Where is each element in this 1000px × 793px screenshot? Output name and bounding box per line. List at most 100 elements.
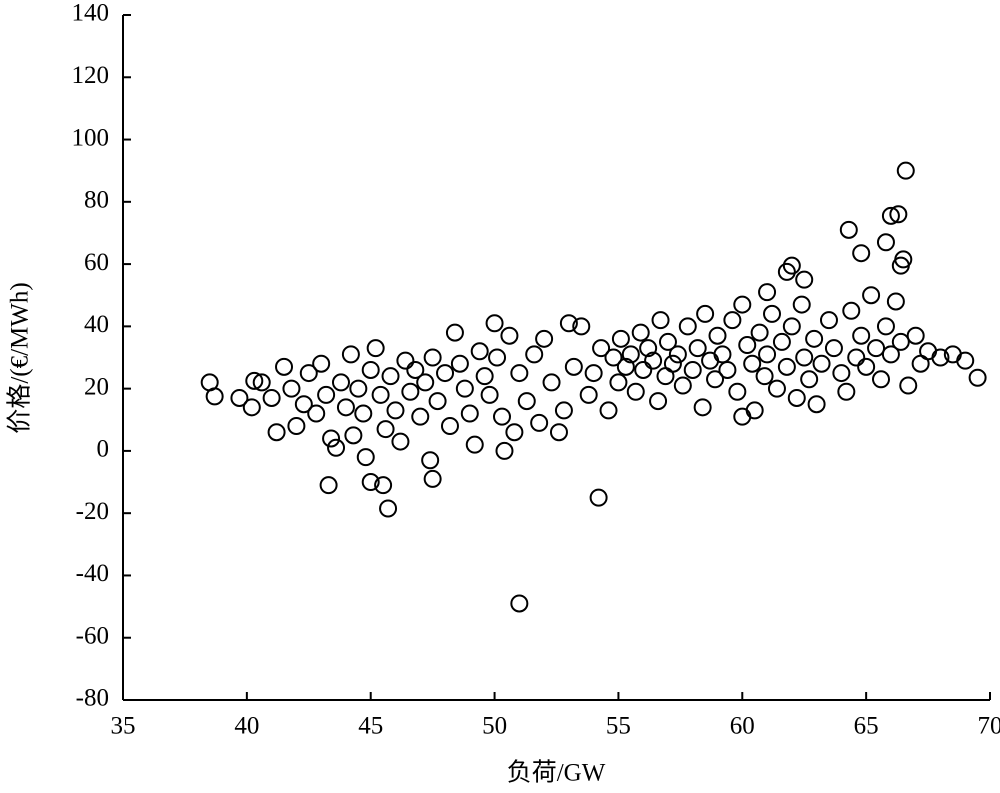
point (658, 332, 677, 351)
point (423, 348, 442, 367)
point (530, 413, 549, 432)
point (205, 387, 224, 406)
point (549, 423, 568, 442)
point (852, 326, 871, 345)
point (366, 339, 385, 358)
point (554, 401, 573, 420)
point (319, 476, 338, 495)
point (772, 332, 791, 351)
point (824, 339, 843, 358)
point (792, 295, 811, 314)
point (889, 205, 908, 224)
point (787, 388, 806, 407)
point (379, 499, 398, 518)
point (626, 382, 645, 401)
point (299, 364, 318, 383)
point (867, 339, 886, 358)
point (649, 392, 668, 411)
point (688, 339, 707, 358)
point (354, 404, 373, 423)
point (708, 326, 727, 345)
point (733, 407, 752, 426)
point (589, 488, 608, 507)
point (693, 398, 712, 417)
point (488, 348, 507, 367)
point (696, 304, 715, 323)
y-tick-label: 80 (84, 187, 109, 214)
point (604, 348, 623, 367)
point (733, 295, 752, 314)
point (919, 342, 938, 361)
point (750, 323, 769, 342)
point (322, 429, 341, 448)
x-tick-label: 50 (482, 713, 507, 740)
point (812, 354, 831, 373)
point (886, 292, 905, 311)
x-tick-label: 40 (234, 713, 259, 740)
point (609, 373, 628, 392)
point (743, 354, 762, 373)
point (312, 354, 331, 373)
point (763, 304, 782, 323)
point (416, 373, 435, 392)
point (857, 357, 876, 376)
point (943, 345, 962, 364)
point (572, 317, 591, 336)
point (634, 360, 653, 379)
point (832, 364, 851, 383)
point (584, 364, 603, 383)
point (745, 401, 764, 420)
point (341, 345, 360, 364)
y-tick-label: 0 (97, 436, 110, 463)
point (579, 385, 598, 404)
point (411, 407, 430, 426)
point (876, 233, 895, 252)
point (371, 385, 390, 404)
point (470, 342, 489, 361)
point (723, 311, 742, 330)
y-tick-label: -60 (76, 622, 109, 649)
point (805, 329, 824, 348)
y-axis-label: 价格/(€/MWh) (6, 282, 34, 433)
point (242, 398, 261, 417)
point (336, 398, 355, 417)
point (899, 376, 918, 395)
point (495, 441, 514, 460)
y-tick-label: -20 (76, 498, 109, 525)
point (465, 435, 484, 454)
point (758, 283, 777, 302)
point (906, 326, 925, 345)
point (493, 407, 512, 426)
point (440, 417, 459, 435)
point (294, 395, 313, 414)
point (706, 370, 725, 389)
point (450, 354, 469, 373)
point (401, 382, 420, 401)
point (485, 314, 504, 333)
point (807, 395, 826, 414)
point (406, 360, 425, 379)
point (500, 326, 519, 345)
point (758, 345, 777, 364)
point (230, 388, 249, 407)
point (344, 426, 363, 445)
point (421, 451, 440, 470)
y-tick-label: 120 (72, 62, 110, 89)
point (356, 448, 375, 467)
point (275, 357, 294, 376)
point (701, 351, 720, 370)
point (852, 244, 871, 263)
point (968, 368, 987, 387)
point (262, 388, 281, 407)
point (611, 329, 630, 348)
point (673, 376, 692, 395)
point (535, 329, 554, 348)
point (374, 476, 393, 495)
point (839, 220, 858, 239)
point (862, 286, 881, 305)
point (616, 357, 635, 376)
point (639, 339, 658, 358)
point (510, 364, 529, 383)
point (683, 360, 702, 379)
point (663, 354, 682, 373)
